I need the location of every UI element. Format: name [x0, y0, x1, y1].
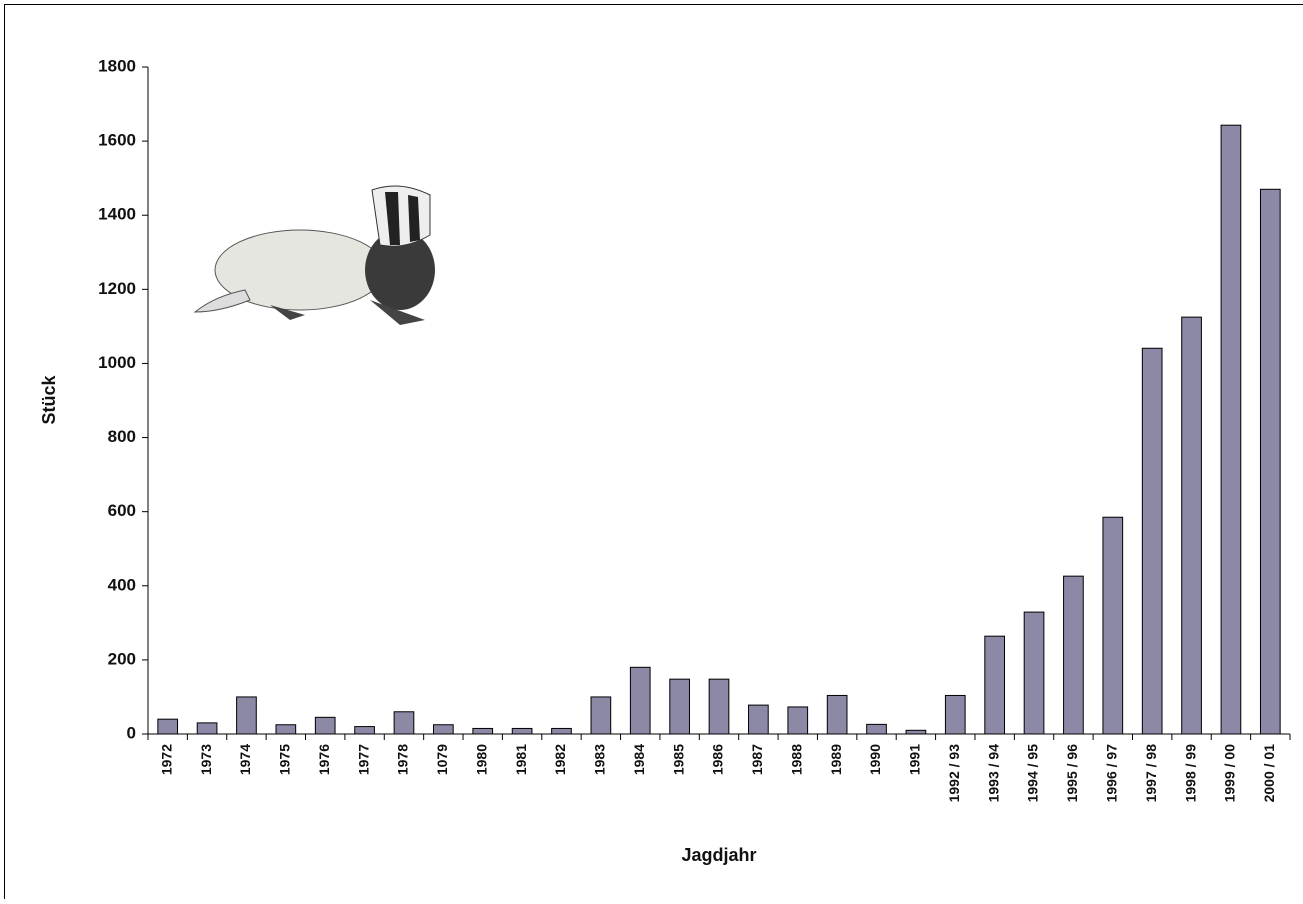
bar [788, 707, 808, 734]
x-tick-label: 1977 [355, 744, 371, 775]
bar [867, 724, 887, 734]
bar [985, 636, 1005, 734]
x-tick-label: 1989 [828, 744, 844, 775]
x-tick-label: 1997 / 98 [1143, 744, 1159, 803]
y-tick-label: 1600 [98, 131, 136, 150]
bar [355, 727, 375, 734]
y-tick-label: 1000 [98, 353, 136, 372]
bar [512, 728, 532, 734]
y-tick-label: 1200 [98, 279, 136, 298]
x-tick-label: 1999 / 00 [1222, 744, 1238, 803]
bar [1182, 317, 1202, 734]
x-tick-label: 1990 [867, 744, 883, 775]
bar [1221, 125, 1241, 734]
y-tick-label: 600 [108, 501, 136, 520]
x-tick-label: 1996 / 97 [1103, 744, 1119, 803]
x-tick-label: 1991 [907, 744, 923, 775]
x-tick-label: 1987 [749, 744, 765, 775]
x-tick-label: 1980 [473, 744, 489, 775]
bar [827, 695, 847, 734]
x-tick-label: 1985 [670, 744, 686, 775]
x-tick-label: 1998 / 99 [1182, 744, 1198, 803]
x-tick-label: 1993 / 94 [985, 744, 1001, 803]
y-tick-label: 800 [108, 427, 136, 446]
x-tick-label: 1995 / 96 [1064, 744, 1080, 803]
x-tick-label: 1079 [434, 744, 450, 775]
x-tick-label: 1984 [631, 744, 647, 775]
bar [709, 679, 729, 734]
bar [1260, 189, 1280, 734]
bar [1142, 348, 1162, 734]
x-tick-label: 1994 / 95 [1025, 744, 1041, 803]
bar [394, 712, 414, 734]
bar [906, 730, 926, 734]
bar [749, 705, 769, 734]
badger-illustration [195, 186, 435, 325]
bar [630, 667, 650, 734]
x-tick-label: 1978 [395, 744, 411, 775]
x-tick-label: 2000 / 01 [1261, 744, 1277, 803]
bar [197, 723, 217, 734]
x-tick-label: 1992 / 93 [946, 744, 962, 803]
bar [1064, 576, 1084, 734]
x-axis-title: Jagdjahr [681, 845, 756, 865]
x-tick-label: 1975 [277, 744, 293, 775]
y-axis-title: Stück [39, 375, 59, 425]
x-tick-label: 1974 [237, 744, 253, 775]
bar [1024, 612, 1044, 734]
bar [158, 719, 178, 734]
x-tick-label: 1986 [710, 744, 726, 775]
y-tick-label: 400 [108, 575, 136, 594]
x-tick-label: 1988 [788, 744, 804, 775]
bar [670, 679, 690, 734]
bar [276, 725, 296, 734]
y-tick-label: 0 [127, 723, 136, 742]
x-tick-label: 1981 [513, 744, 529, 775]
x-tick-label: 1976 [316, 744, 332, 775]
bar [591, 697, 611, 734]
bar [552, 728, 572, 734]
bar [237, 697, 257, 734]
bar [473, 728, 493, 734]
y-tick-label: 1800 [98, 56, 136, 75]
bar [945, 695, 965, 734]
x-tick-label: 1973 [198, 744, 214, 775]
y-tick-label: 1400 [98, 205, 136, 224]
x-tick-label: 1983 [592, 744, 608, 775]
x-tick-label: 1982 [552, 744, 568, 775]
bar [434, 725, 454, 734]
bar [315, 717, 335, 734]
y-tick-label: 200 [108, 649, 136, 668]
x-tick-label: 1972 [158, 744, 174, 775]
bar [1103, 517, 1123, 734]
